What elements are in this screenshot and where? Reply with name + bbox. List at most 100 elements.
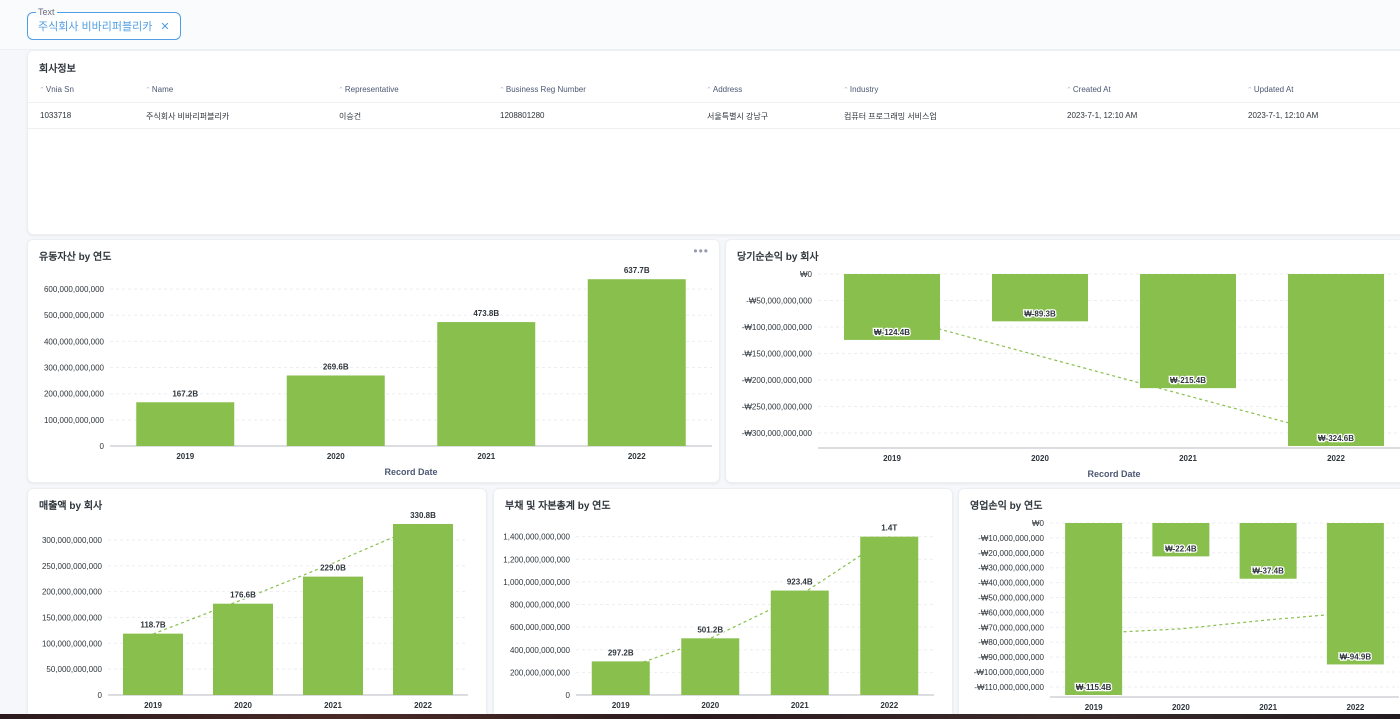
column-header[interactable]: ⌃Business Reg Number (499, 85, 586, 94)
table-header-row: ⌃Vnia Sn ⌃Name ⌃Representative ⌃Business Re… (28, 79, 1400, 103)
y-tick-label: -₩100,000,000,000 (742, 323, 813, 332)
sort-icon[interactable]: ⌃ (706, 87, 712, 94)
bar (681, 638, 740, 695)
more-options-icon[interactable]: ••• (693, 244, 709, 258)
trend-line (891, 315, 1337, 437)
x-tick-label: 2021 (324, 701, 342, 710)
column-header[interactable]: ⌃Industry (843, 85, 878, 94)
column-header-label: Name (151, 85, 174, 94)
x-tick-label: 2021 (1259, 703, 1277, 712)
column-header-label: Vnia Sn (45, 85, 74, 94)
y-tick-label: 300,000,000,000 (42, 536, 103, 545)
y-tick-label: -₩70,000,000,000 (978, 623, 1044, 632)
bar (770, 590, 829, 695)
net-income-title: 당기순손익 by 회사 (737, 252, 819, 263)
column-header[interactable]: ⌃Name (145, 85, 173, 94)
y-tick-label: 100,000,000,000 (42, 639, 103, 648)
column-header[interactable]: ⌃Vnia Sn (39, 85, 74, 94)
data-label: ₩-124.4B (874, 328, 910, 337)
x-tick-label: 2020 (327, 452, 345, 461)
column-header[interactable]: ⌃Created At (1066, 85, 1111, 94)
y-tick-label: 150,000,000,000 (42, 613, 103, 622)
x-tick-label: 2021 (791, 701, 809, 710)
data-label: 167.2B (172, 389, 198, 398)
x-axis-label: Record Date (1087, 469, 1140, 479)
bar (1239, 523, 1297, 579)
data-label: 330.8B (410, 511, 436, 520)
bar (1152, 523, 1210, 557)
x-tick-label: 2021 (477, 452, 495, 461)
x-tick-label: 2019 (612, 701, 630, 710)
x-tick-label: 2020 (1031, 454, 1049, 463)
y-tick-label: -₩30,000,000,000 (978, 564, 1044, 573)
column-header[interactable]: ⌃Updated At (1247, 85, 1293, 94)
revenue-chart: 0 50,000,000,000 100,000,000,000 150,000,00… (42, 510, 468, 710)
y-tick-label: 400,000,000,000 (510, 646, 571, 655)
sort-icon[interactable]: ⌃ (1066, 87, 1072, 94)
y-tick-label: -₩200,000,000,000 (742, 376, 813, 385)
y-tick-label: 0 (100, 442, 105, 451)
net-income-chart: ₩0 -₩50,000,000,000 -₩100,000,000,000 -₩150… (742, 270, 1400, 479)
table-cell: 2023-7-1, 12:10 AM (1067, 111, 1138, 120)
x-tick-label: 2022 (1346, 703, 1364, 712)
bar (303, 576, 363, 695)
sort-icon[interactable]: ⌃ (499, 87, 505, 94)
column-header[interactable]: ⌃Address (706, 85, 742, 94)
sort-icon[interactable]: ⌃ (145, 87, 151, 94)
y-tick-label: 1,200,000,000,000 (503, 555, 570, 564)
data-label: 501.2B (697, 625, 723, 634)
y-tick-label: -₩50,000,000,000 (746, 296, 812, 305)
sort-icon[interactable]: ⌃ (1247, 87, 1253, 94)
y-tick-label: -₩80,000,000,000 (978, 638, 1044, 647)
x-axis-label: Record Date (384, 467, 437, 477)
x-tick-label: 2022 (414, 701, 432, 710)
data-label: 297.2B (608, 648, 634, 657)
y-tick-label: 250,000,000,000 (42, 562, 103, 571)
filter-value[interactable]: 주식회사 비바리퍼블리카 (38, 21, 153, 33)
trend-line (152, 523, 424, 635)
column-header[interactable]: ⌃Representative (338, 85, 399, 94)
y-tick-label: 200,000,000,000 (510, 668, 571, 677)
x-tick-label: 2019 (883, 454, 901, 463)
table-cell: 1033718 (40, 111, 72, 120)
close-icon[interactable]: ✕ (160, 20, 170, 33)
text-filter-chip[interactable]: Text 주식회사 비바리퍼블리카 ✕ (27, 6, 181, 40)
y-tick-label: 1,400,000,000,000 (503, 533, 570, 542)
filter-label: Text (36, 6, 57, 18)
sort-icon[interactable]: ⌃ (338, 87, 344, 94)
y-tick-label: -₩250,000,000,000 (742, 402, 813, 411)
y-tick-label: -₩40,000,000,000 (978, 579, 1044, 588)
y-tick-label: 1,000,000,000,000 (503, 578, 570, 587)
x-tick-label: 2021 (1179, 454, 1197, 463)
column-header-label: Representative (344, 85, 399, 94)
y-tick-label: -₩150,000,000,000 (742, 349, 813, 358)
x-tick-label: 2019 (1085, 703, 1103, 712)
bar (437, 322, 536, 446)
sort-icon[interactable]: ⌃ (843, 87, 849, 94)
y-tick-label: -₩90,000,000,000 (978, 653, 1044, 662)
y-tick-label: -₩300,000,000,000 (742, 429, 813, 438)
data-label: ₩-37.4B (1252, 567, 1284, 576)
filter-bar: Text 주식회사 비바리퍼블리카 ✕ (0, 0, 1400, 50)
y-tick-label: 50,000,000,000 (46, 665, 102, 674)
column-header-label: Industry (849, 85, 879, 94)
sort-icon[interactable]: ⌃ (39, 87, 45, 94)
data-label: 229.0B (320, 564, 346, 573)
bar (286, 375, 385, 446)
trend-line (620, 536, 890, 671)
bar (1140, 274, 1236, 389)
y-tick-label: -₩50,000,000,000 (978, 594, 1044, 603)
bar (591, 661, 650, 695)
x-tick-label: 2020 (1172, 703, 1190, 712)
table-cell: 2023-7-1, 12:10 AM (1248, 111, 1319, 120)
y-tick-label: 400,000,000,000 (44, 337, 105, 346)
table-row[interactable]: 1033718 주식회사 비바리퍼블리카 이승건 1208801280 서울특별시 강남… (28, 105, 1400, 129)
data-label: 176.6B (230, 591, 256, 600)
x-tick-label: 2020 (701, 701, 719, 710)
y-tick-label: -₩20,000,000,000 (978, 549, 1044, 558)
data-label: ₩-89.3B (1024, 309, 1056, 318)
liabilities-equity-title: 부채 및 자본총계 by 연도 (505, 501, 611, 512)
net-income-card: 당기순손익 by 회사 ₩0 -₩50,000,000,000 -₩100,000,… (725, 239, 1400, 483)
y-tick-label: ₩0 (800, 270, 813, 279)
table-cell: 주식회사 비바리퍼블리카 (146, 112, 230, 121)
